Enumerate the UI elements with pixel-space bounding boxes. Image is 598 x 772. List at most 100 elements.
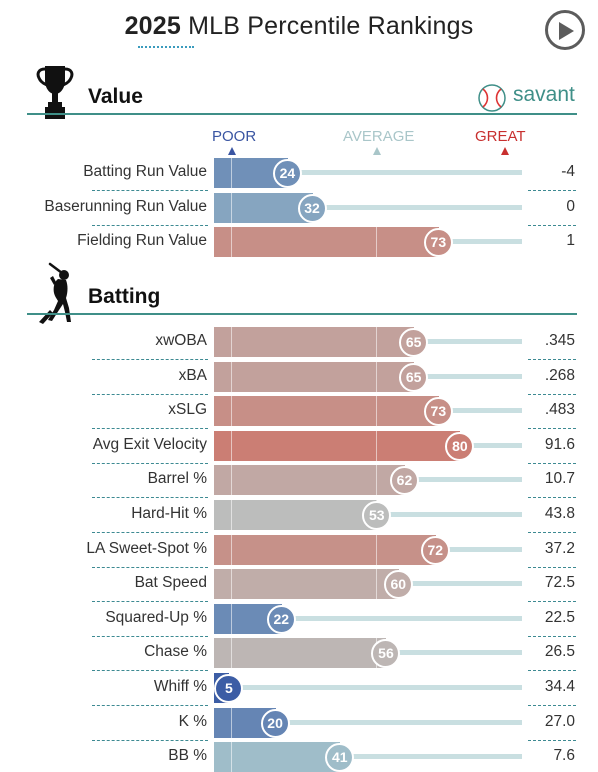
bar-tick bbox=[231, 500, 232, 530]
chart-row: Squared-Up % 22 22.5 bbox=[0, 604, 598, 637]
row-divider-left bbox=[92, 532, 208, 533]
percentile-bubble: 60 bbox=[383, 569, 413, 599]
percentile-bubble: 62 bbox=[389, 465, 419, 495]
row-divider-left bbox=[92, 225, 208, 226]
bar-tick bbox=[376, 227, 377, 257]
percentile-bar[interactable] bbox=[214, 431, 461, 461]
percentile-track bbox=[216, 616, 522, 621]
percentile-bar[interactable] bbox=[214, 638, 387, 668]
row-divider-right bbox=[528, 428, 576, 429]
percentile-bubble: 53 bbox=[362, 500, 392, 530]
percentile-track bbox=[216, 170, 522, 175]
percentile-bubble: 56 bbox=[371, 638, 401, 668]
percentile-bar[interactable] bbox=[214, 742, 341, 772]
row-divider-right bbox=[528, 225, 576, 226]
chart-row: LA Sweet-Spot % 72 37.2 bbox=[0, 535, 598, 568]
percentile-bar[interactable] bbox=[214, 396, 439, 426]
play-button[interactable] bbox=[545, 10, 585, 50]
section-title-batting: Batting bbox=[88, 285, 161, 308]
percentile-bar[interactable] bbox=[214, 569, 399, 599]
metric-label: xwOBA bbox=[155, 332, 207, 349]
row-divider-right bbox=[528, 567, 576, 568]
row-divider-left bbox=[92, 670, 208, 671]
baseball-icon bbox=[478, 84, 506, 112]
batter-icon bbox=[36, 262, 76, 329]
section-title-value: Value bbox=[88, 85, 143, 108]
chart-row: K % 20 27.0 bbox=[0, 708, 598, 741]
metric-label: Avg Exit Velocity bbox=[92, 436, 207, 453]
metric-label: xBA bbox=[178, 367, 207, 384]
chart-row: Avg Exit Velocity 80 91.6 bbox=[0, 431, 598, 464]
title-text: MLB Percentile Rankings bbox=[188, 12, 474, 40]
row-divider-left bbox=[92, 428, 208, 429]
percentile-bar[interactable] bbox=[214, 193, 313, 223]
chart-row: Bat Speed 60 72.5 bbox=[0, 569, 598, 602]
percentile-track bbox=[216, 720, 522, 725]
chart-row: xwOBA 65 .345 bbox=[0, 327, 598, 360]
metric-label: Batting Run Value bbox=[83, 163, 207, 180]
percentile-bubble: 5 bbox=[214, 673, 244, 703]
bar-tick bbox=[231, 742, 232, 772]
chart-row: BB % 41 7.6 bbox=[0, 742, 598, 772]
metric-label: Baserunning Run Value bbox=[44, 198, 207, 215]
row-divider-right bbox=[528, 532, 576, 533]
percentile-bubble: 73 bbox=[423, 227, 453, 257]
metric-label: LA Sweet-Spot % bbox=[86, 540, 207, 557]
stat-value: 37.2 bbox=[544, 540, 575, 557]
section-divider-batting bbox=[27, 313, 577, 315]
percentile-bubble: 73 bbox=[423, 396, 453, 426]
bar-tick bbox=[376, 569, 377, 599]
row-divider-right bbox=[528, 601, 576, 602]
title-underline bbox=[138, 46, 194, 48]
scale-label-average: AVERAGE bbox=[343, 128, 415, 145]
bar-tick bbox=[376, 431, 377, 461]
bar-tick bbox=[231, 569, 232, 599]
great-arrow-icon bbox=[501, 147, 509, 155]
row-divider-right bbox=[528, 636, 576, 637]
stat-value: 91.6 bbox=[544, 436, 575, 453]
row-divider-right bbox=[528, 740, 576, 741]
row-divider-left bbox=[92, 705, 208, 706]
percentile-bubble: 41 bbox=[325, 742, 355, 772]
row-divider-left bbox=[92, 190, 208, 191]
chart-row: Hard-Hit % 53 43.8 bbox=[0, 500, 598, 533]
row-divider-left bbox=[92, 394, 208, 395]
percentile-bar[interactable] bbox=[214, 362, 415, 392]
bar-tick bbox=[231, 604, 232, 634]
percentile-bar[interactable] bbox=[214, 500, 378, 530]
row-divider-left bbox=[92, 359, 208, 360]
stat-value: 34.4 bbox=[544, 678, 575, 695]
stat-value: 27.0 bbox=[544, 713, 575, 730]
stat-value: -4 bbox=[561, 163, 575, 180]
row-divider-right bbox=[528, 190, 576, 191]
row-divider-left bbox=[92, 463, 208, 464]
percentile-track bbox=[216, 205, 522, 210]
percentile-bar[interactable] bbox=[214, 327, 415, 357]
chart-row: Baserunning Run Value 32 0 bbox=[0, 193, 598, 226]
row-divider-right bbox=[528, 497, 576, 498]
percentile-bubble: 20 bbox=[260, 708, 290, 738]
bar-tick bbox=[231, 158, 232, 188]
scale-label-great: GREAT bbox=[475, 128, 526, 145]
bar-tick bbox=[231, 431, 232, 461]
stat-value: 72.5 bbox=[544, 574, 575, 591]
stat-value: 26.5 bbox=[544, 643, 575, 660]
percentile-bar[interactable] bbox=[214, 227, 439, 257]
row-divider-right bbox=[528, 394, 576, 395]
stat-value: .268 bbox=[544, 367, 575, 384]
percentile-bar[interactable] bbox=[214, 535, 436, 565]
stat-value: 0 bbox=[566, 198, 575, 215]
savant-label: savant bbox=[513, 83, 575, 106]
percentile-bar[interactable] bbox=[214, 465, 405, 495]
percentile-track bbox=[216, 685, 522, 690]
chart-row: Batting Run Value 24 -4 bbox=[0, 158, 598, 191]
percentile-bubble: 80 bbox=[445, 431, 475, 461]
metric-label: xSLG bbox=[168, 401, 207, 418]
bar-tick bbox=[231, 327, 232, 357]
trophy-icon bbox=[36, 64, 74, 125]
chart-row: xSLG 73 .483 bbox=[0, 396, 598, 429]
chart-row: Barrel % 62 10.7 bbox=[0, 465, 598, 498]
row-divider-left bbox=[92, 567, 208, 568]
metric-label: Whiff % bbox=[153, 678, 207, 695]
bar-tick bbox=[376, 362, 377, 392]
